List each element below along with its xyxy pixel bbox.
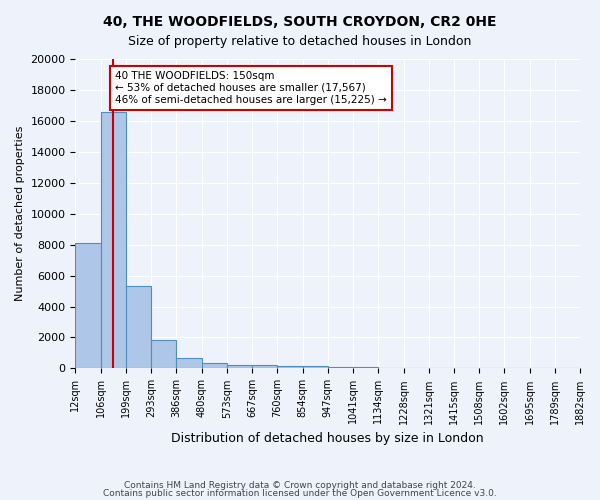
Bar: [126, 286, 151, 368]
Text: Size of property relative to detached houses in London: Size of property relative to detached ho…: [128, 35, 472, 48]
Bar: [202, 363, 227, 368]
X-axis label: Distribution of detached houses by size in London: Distribution of detached houses by size …: [172, 432, 484, 445]
Text: Contains public sector information licensed under the Open Government Licence v3: Contains public sector information licen…: [103, 488, 497, 498]
Bar: [328, 367, 353, 368]
Bar: [76, 243, 101, 368]
Bar: [302, 366, 328, 368]
Text: Contains HM Land Registry data © Crown copyright and database right 2024.: Contains HM Land Registry data © Crown c…: [124, 481, 476, 490]
Text: 40, THE WOODFIELDS, SOUTH CROYDON, CR2 0HE: 40, THE WOODFIELDS, SOUTH CROYDON, CR2 0…: [103, 15, 497, 29]
Bar: [252, 365, 277, 368]
Bar: [227, 364, 252, 368]
Bar: [101, 112, 126, 368]
Bar: [176, 358, 202, 368]
Text: 40 THE WOODFIELDS: 150sqm
← 53% of detached houses are smaller (17,567)
46% of s: 40 THE WOODFIELDS: 150sqm ← 53% of detac…: [115, 72, 387, 104]
Bar: [151, 340, 176, 368]
Y-axis label: Number of detached properties: Number of detached properties: [15, 126, 25, 302]
Bar: [277, 366, 302, 368]
Bar: [353, 367, 378, 368]
